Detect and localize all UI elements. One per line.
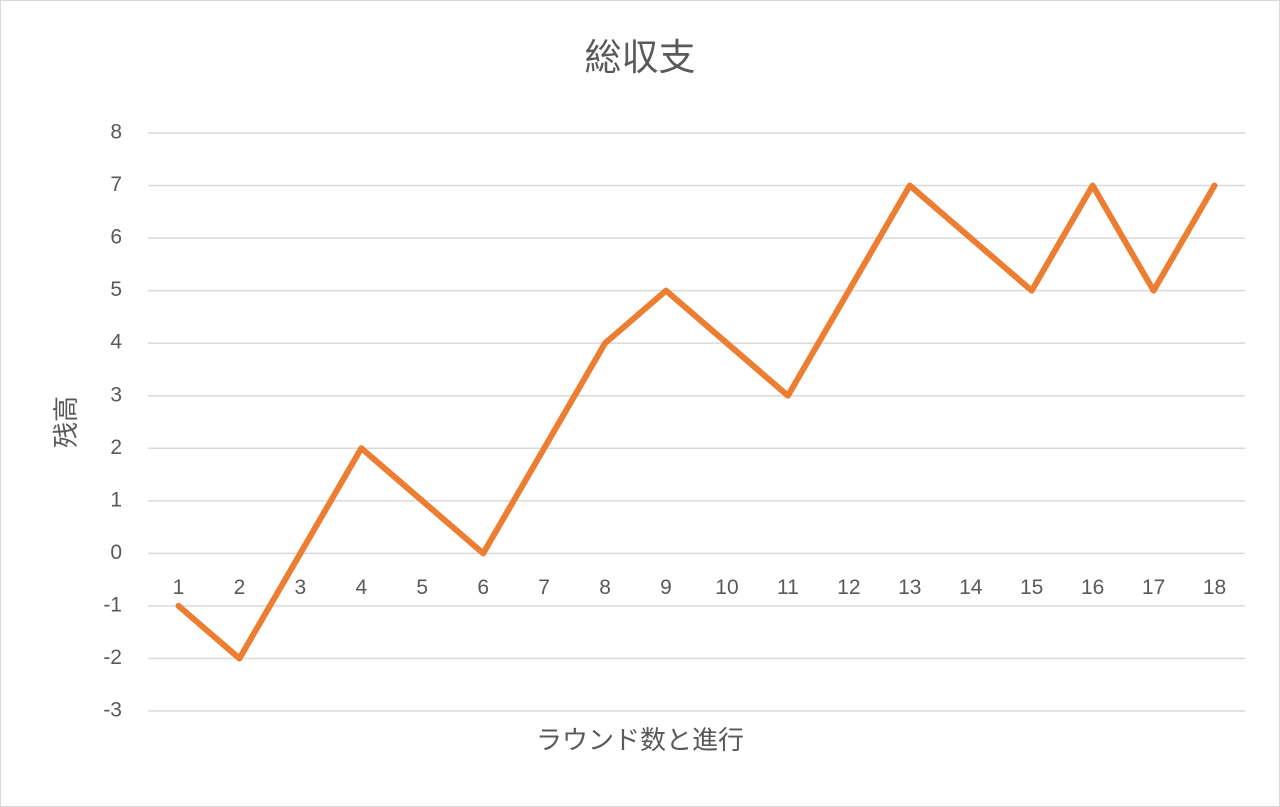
y-tick-label: 8: [110, 121, 122, 144]
y-tick-label: 5: [110, 278, 122, 301]
x-tick-label: 16: [1081, 576, 1104, 599]
x-tick-label: 1: [173, 576, 185, 599]
x-tick-label: 9: [660, 576, 672, 599]
x-axis-title: ラウンド数と進行: [536, 725, 744, 755]
y-tick-label: -1: [103, 593, 122, 616]
y-tick-label: 0: [110, 541, 122, 564]
y-tick-label: -2: [103, 646, 122, 669]
x-tick-label: 2: [234, 576, 246, 599]
x-tick-label: 10: [715, 576, 738, 599]
y-tick-label: 7: [110, 173, 122, 196]
x-tick-label: 11: [777, 576, 799, 599]
x-tick-label: 4: [355, 576, 367, 599]
x-tick-label: 14: [959, 576, 983, 599]
x-tick-label: 15: [1020, 576, 1043, 599]
y-tick-label: 6: [110, 226, 122, 249]
x-tick-label: 7: [538, 576, 550, 599]
chart-title: 総収支: [585, 37, 696, 78]
y-tick-label: 3: [110, 383, 122, 406]
x-tick-label: 6: [477, 576, 489, 599]
x-tick-label: 8: [599, 576, 611, 599]
x-tick-label: 18: [1203, 576, 1226, 599]
x-tick-label: 3: [295, 576, 307, 599]
x-tick-label: 13: [898, 576, 921, 599]
y-axis-title: 残高: [51, 396, 81, 448]
y-tick-label: -3: [103, 699, 122, 722]
x-tick-label: 12: [837, 576, 860, 599]
x-tick-label: 17: [1142, 576, 1165, 599]
data-line: [175, 182, 1218, 662]
y-tick-label: 4: [110, 331, 122, 354]
y-tick-label: 2: [110, 436, 122, 459]
x-tick-label: 5: [416, 576, 428, 599]
y-tick-label: 1: [110, 488, 122, 511]
